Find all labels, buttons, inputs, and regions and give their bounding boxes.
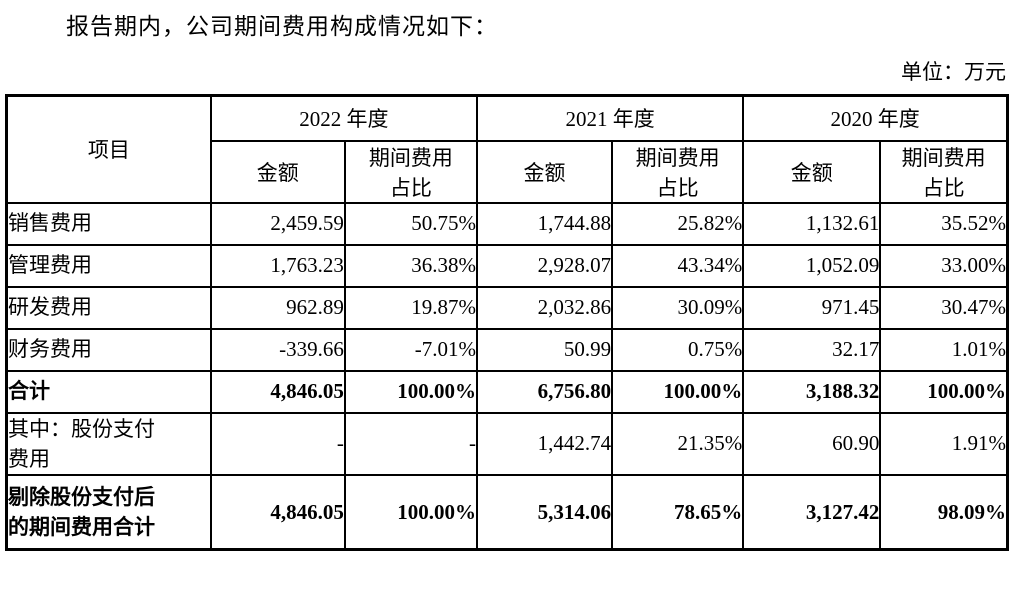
value-cell: 36.38% <box>343 243 478 288</box>
ratio-header-2022: 期间费用 占比 <box>343 139 478 204</box>
value-cell: - <box>209 411 346 477</box>
table-row-total: 合计 4,846.05 100.00% 6,756.80 100.00% 3,1… <box>5 369 1009 414</box>
value-cell: 2,032.86 <box>475 285 614 330</box>
value-cell: -7.01% <box>343 327 478 372</box>
value-cell: 50.99 <box>475 327 614 372</box>
item-header-cell: 项目 <box>5 94 212 204</box>
year-header-2020: 2020 年度 <box>742 94 1009 142</box>
value-cell: 100.00% <box>611 369 745 414</box>
intro-paragraph: 报告期内，公司期间费用构成情况如下： <box>66 14 498 39</box>
value-cell: 2,459.59 <box>209 201 346 246</box>
value-cell: 0.75% <box>611 327 745 372</box>
unit-label: 单位：万元 <box>901 60 1006 84</box>
period-expense-table: 项目 2022 年度 2021 年度 2020 年度 金额 期间费用 占比 金额… <box>5 94 1009 551</box>
value-cell: 2,928.07 <box>475 243 614 288</box>
row-label-cell: 其中：股份支付 费用 <box>5 411 212 477</box>
table-row-share-payment: 其中：股份支付 费用 - - 1,442.74 21.35% 60.90 1.9… <box>5 411 1009 477</box>
ratio-header-2021: 期间费用 占比 <box>611 139 745 204</box>
value-cell: 5,314.06 <box>475 474 614 551</box>
value-cell: 50.75% <box>343 201 478 246</box>
amount-header-2021: 金额 <box>475 139 614 204</box>
value-cell: -339.66 <box>209 327 346 372</box>
value-cell: 19.87% <box>343 285 478 330</box>
value-cell: 971.45 <box>742 285 882 330</box>
value-cell: 25.82% <box>611 201 745 246</box>
value-cell: 98.09% <box>879 474 1009 551</box>
amount-header-2020: 金额 <box>742 139 882 204</box>
value-cell: 4,846.05 <box>209 369 346 414</box>
row-label-cell: 财务费用 <box>5 327 212 372</box>
value-cell: 32.17 <box>742 327 882 372</box>
value-cell: 6,756.80 <box>475 369 614 414</box>
value-cell: - <box>343 411 478 477</box>
row-label-cell: 研发费用 <box>5 285 212 330</box>
value-cell: 1,442.74 <box>475 411 614 477</box>
year-header-2021: 2021 年度 <box>475 94 745 142</box>
value-cell: 30.09% <box>611 285 745 330</box>
row-label-cell: 合计 <box>5 369 212 414</box>
value-cell: 30.47% <box>879 285 1009 330</box>
value-cell: 100.00% <box>343 369 478 414</box>
value-cell: 100.00% <box>343 474 478 551</box>
value-cell: 21.35% <box>611 411 745 477</box>
row-label-cell: 销售费用 <box>5 201 212 246</box>
value-cell: 3,188.32 <box>742 369 882 414</box>
table-header-row-sub: 金额 期间费用 占比 金额 期间费用 占比 金额 期间费用 占比 <box>7 139 1009 204</box>
value-cell: 35.52% <box>879 201 1009 246</box>
row-label-cell: 管理费用 <box>5 243 212 288</box>
amount-header-2022: 金额 <box>209 139 346 204</box>
table-row-finance-expense: 财务费用 -339.66 -7.01% 50.99 0.75% 32.17 1.… <box>5 327 1009 372</box>
ratio-header-2020: 期间费用 占比 <box>879 139 1009 204</box>
table-header-row-years: 项目 2022 年度 2021 年度 2020 年度 <box>5 94 1009 204</box>
value-cell: 1,763.23 <box>209 243 346 288</box>
value-cell: 43.34% <box>611 243 745 288</box>
value-cell: 60.90 <box>742 411 882 477</box>
table-row-rd-expense: 研发费用 962.89 19.87% 2,032.86 30.09% 971.4… <box>5 285 1009 330</box>
value-cell: 3,127.42 <box>742 474 882 551</box>
table-row-admin-expense: 管理费用 1,763.23 36.38% 2,928.07 43.34% 1,0… <box>5 243 1009 288</box>
value-cell: 33.00% <box>879 243 1009 288</box>
value-cell: 1,132.61 <box>742 201 882 246</box>
value-cell: 1.01% <box>879 327 1009 372</box>
value-cell: 4,846.05 <box>209 474 346 551</box>
value-cell: 78.65% <box>611 474 745 551</box>
value-cell: 962.89 <box>209 285 346 330</box>
value-cell: 1,744.88 <box>475 201 614 246</box>
table-row-sales-expense: 销售费用 2,459.59 50.75% 1,744.88 25.82% 1,1… <box>5 201 1009 246</box>
table-row-total-excl-share-payment: 剔除股份支付后 的期间费用合计 4,846.05 100.00% 5,314.0… <box>5 474 1009 551</box>
value-cell: 1,052.09 <box>742 243 882 288</box>
value-cell: 100.00% <box>879 369 1009 414</box>
row-label-cell: 剔除股份支付后 的期间费用合计 <box>5 474 212 551</box>
value-cell: 1.91% <box>879 411 1009 477</box>
year-header-2022: 2022 年度 <box>209 94 478 142</box>
